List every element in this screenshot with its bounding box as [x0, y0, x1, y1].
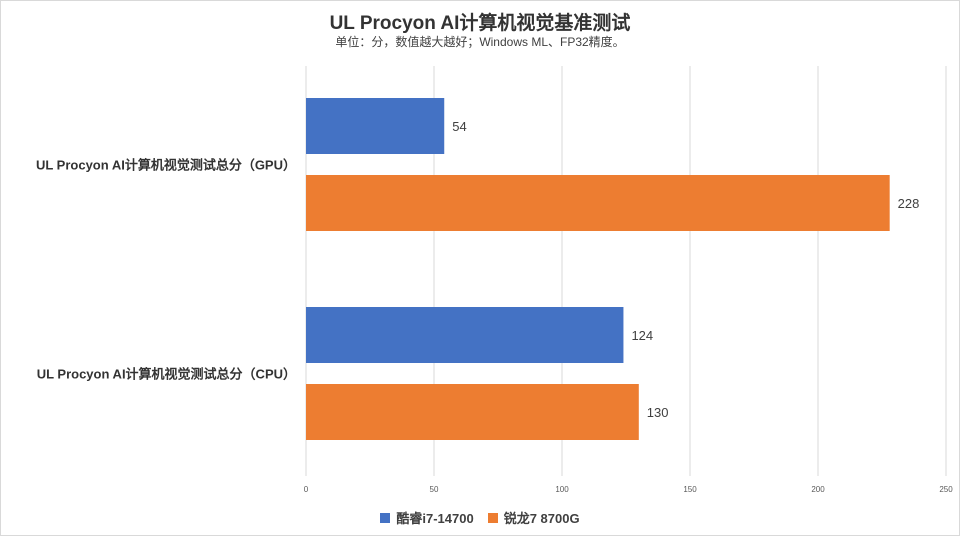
bar-0-0 — [306, 98, 445, 154]
legend-item-8700g: 锐龙7 8700G — [487, 508, 580, 527]
x-tick-label-1: 50 — [430, 485, 439, 494]
chart-title: UL Procyon AI计算机视觉基准测试 — [329, 13, 631, 34]
bar-1-0 — [306, 307, 624, 363]
x-tick-label-5: 250 — [939, 485, 953, 494]
legend-swatch-i7 — [380, 512, 391, 523]
x-tick-label-3: 150 — [683, 485, 697, 494]
legend-swatch-8700g — [487, 512, 498, 523]
bar-1-1 — [306, 384, 639, 440]
x-tick-label-2: 100 — [555, 485, 569, 494]
data-label-1-1: 130 — [647, 405, 669, 420]
chart-subtitle: 单位：分，数值越大越好；Windows ML、FP32精度。 — [335, 35, 625, 49]
legend-item-i7: 酷睿i7-14700 — [380, 508, 474, 527]
data-label-1-0: 124 — [631, 328, 653, 343]
x-tick-label-0: 0 — [304, 485, 309, 494]
x-tick-label-4: 200 — [811, 485, 825, 494]
bar-0-1 — [306, 175, 890, 231]
legend: 酷睿i7-14700 锐龙7 8700G — [0, 508, 960, 527]
data-label-0-1: 228 — [898, 196, 920, 211]
category-label-1: UL Procyon AI计算机视觉测试总分（CPU） — [37, 367, 296, 382]
legend-label-i7: 酷睿i7-14700 — [396, 511, 474, 526]
data-label-0-0: 54 — [452, 119, 466, 134]
category-label-0: UL Procyon AI计算机视觉测试总分（GPU） — [36, 158, 296, 173]
legend-label-8700g: 锐龙7 8700G — [503, 511, 580, 526]
